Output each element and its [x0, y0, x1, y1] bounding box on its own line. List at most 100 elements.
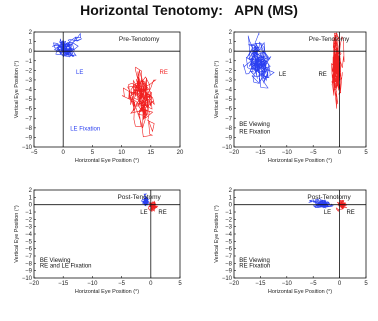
- y-tick-label: 2: [229, 188, 233, 194]
- y-axis-label: Vertical Eye Position (°): [214, 61, 220, 119]
- x-tick-label: 5: [91, 150, 95, 156]
- panel-title: Post-Tenotomy: [117, 194, 161, 201]
- y-tick-label: 1: [29, 40, 33, 46]
- y-tick-label: −1: [25, 59, 33, 65]
- annotation-label: LE Fixation: [70, 127, 100, 133]
- y-tick-label: −7: [25, 254, 33, 260]
- annotation-label: RE: [160, 70, 168, 76]
- annotation-label: RE and LE Fixation: [40, 264, 92, 270]
- eye-trace-re-3: [147, 200, 159, 212]
- y-tick-label: −5: [225, 97, 233, 103]
- x-tick-label: −5: [310, 150, 318, 156]
- x-tick-label: −5: [118, 281, 126, 287]
- annotation-label: BE Viewing: [239, 122, 270, 128]
- y-tick-label: 0: [229, 203, 233, 209]
- eye-trace-re-1: [121, 66, 157, 138]
- x-tick-label: 5: [364, 150, 368, 156]
- x-tick-label: −20: [29, 281, 40, 287]
- y-tick-label: −3: [25, 78, 33, 84]
- panel-title: Pre-Tenotomy: [309, 36, 350, 43]
- eye-trace-re-2: [331, 32, 345, 109]
- x-tick-label: 15: [147, 150, 154, 156]
- annotation-label: RE: [318, 72, 326, 78]
- x-tick-label: −15: [255, 150, 266, 156]
- y-tick-label: −6: [25, 107, 33, 113]
- y-tick-label: −2: [225, 217, 233, 223]
- y-axis-label: Vertical Eye Position (°): [14, 61, 20, 119]
- x-tick-label: −20: [229, 281, 240, 287]
- y-tick-label: −1: [225, 59, 233, 65]
- y-tick-label: 2: [229, 30, 233, 36]
- x-tick-label: 0: [338, 150, 342, 156]
- annotation-label: LE: [140, 210, 147, 216]
- y-tick-label: −4: [25, 232, 33, 238]
- annotation-label: LE: [76, 70, 83, 76]
- panel-title: Pre-Tenotomy: [119, 36, 160, 43]
- y-tick-label: −4: [225, 88, 233, 94]
- y-tick-label: 0: [229, 49, 233, 55]
- x-axis-label: Horizontal Eye Position (°): [75, 158, 139, 164]
- y-tick-label: −1: [225, 210, 233, 216]
- chart-panel-4: −20 −15 −10 −5 0 5210−1−2−3−4−5−6−7−8−9−10Pos…: [214, 188, 368, 295]
- y-tick-label: −7: [225, 254, 233, 260]
- annotation-label: RE: [346, 210, 354, 216]
- chart-panel-2: −20 −15 −10 −5 0 5 2 1 0 −1 −2 −3 −4 −5 −6 −7 −8 −9 −10 Pre…: [214, 30, 368, 164]
- y-tick-label: −10: [222, 276, 233, 282]
- x-tick-label: −5: [310, 281, 318, 287]
- y-tick-label: −8: [225, 261, 233, 267]
- x-tick-label: 0: [338, 281, 342, 287]
- x-tick-label: 5: [364, 281, 368, 287]
- y-tick-label: −8: [225, 126, 233, 132]
- y-tick-label: −5: [225, 239, 233, 245]
- eye-trace-le-4: [308, 198, 334, 209]
- y-tick-label: −5: [25, 97, 33, 103]
- chart-panel-3: −20 −15 −10 −5 0 5210−1−2−3−4−5−6−7−8−9−10Pos…: [14, 188, 182, 295]
- x-axis-label: Horizontal Eye Position (°): [75, 289, 139, 295]
- y-tick-label: −10: [22, 276, 33, 282]
- x-tick-label: 0: [149, 281, 153, 287]
- annotation-label: RE: [158, 210, 166, 216]
- x-axis-label: Horizontal Eye Position (°): [268, 158, 332, 164]
- y-tick-label: −1: [25, 210, 33, 216]
- plot-frame: [33, 31, 181, 148]
- y-tick-label: −9: [25, 269, 33, 275]
- y-tick-label: 0: [29, 49, 33, 55]
- x-tick-label: 0: [62, 150, 66, 156]
- eye-trace-le-1: [52, 32, 83, 58]
- x-tick-label: −20: [229, 150, 240, 156]
- eye-trace-le-2: [243, 32, 275, 89]
- y-tick-label: −9: [225, 269, 233, 275]
- y-tick-label: −7: [225, 116, 233, 122]
- page-title: Horizontal Tenotomy: APN (MS): [80, 2, 298, 18]
- y-tick-label: −8: [25, 126, 33, 132]
- y-tick-label: 1: [229, 195, 233, 201]
- annotation-label: LE: [279, 72, 286, 78]
- y-tick-label: −2: [225, 68, 233, 74]
- x-tick-label: −15: [255, 281, 266, 287]
- y-tick-label: −6: [225, 107, 233, 113]
- annotation-label: RE Fixation: [239, 264, 270, 270]
- annotation-label: BE Viewing: [40, 258, 71, 264]
- x-tick-label: −10: [87, 281, 98, 287]
- y-tick-label: −3: [225, 78, 233, 84]
- y-tick-label: −6: [225, 247, 233, 253]
- x-tick-label: 10: [118, 150, 125, 156]
- y-tick-label: −10: [22, 145, 33, 151]
- panel-title: Post-Tenotomy: [307, 194, 351, 201]
- eye-trace-re-4: [335, 199, 348, 213]
- y-tick-label: −3: [225, 225, 233, 231]
- x-tick-label: −10: [282, 150, 293, 156]
- y-tick-label: −9: [225, 135, 233, 141]
- y-tick-label: −4: [225, 232, 233, 238]
- eye-trace-le-3: [141, 193, 150, 207]
- y-tick-label: −4: [25, 88, 33, 94]
- annotation-label: BE Viewing: [239, 258, 270, 264]
- x-tick-label: −10: [282, 281, 293, 287]
- y-tick-label: 2: [29, 188, 33, 194]
- y-tick-label: −2: [25, 68, 33, 74]
- y-axis-label: Vertical Eye Position (°): [214, 205, 220, 263]
- y-tick-label: 2: [29, 30, 33, 36]
- y-tick-label: −3: [25, 225, 33, 231]
- y-tick-label: 1: [29, 195, 33, 201]
